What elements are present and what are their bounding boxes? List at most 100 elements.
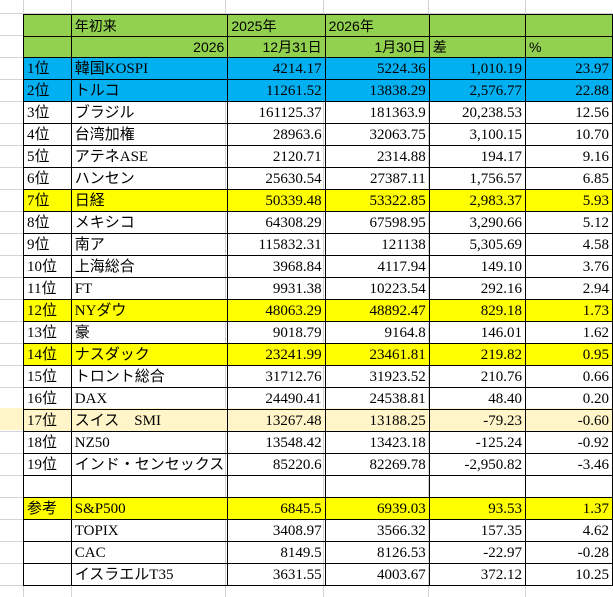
end-value-cell[interactable]: 181363.9 [324, 101, 430, 124]
end-value-cell[interactable]: 13838.29 [324, 79, 430, 102]
start-value-cell[interactable]: 13267.48 [227, 409, 326, 432]
name-cell[interactable]: CAC [70, 541, 229, 564]
diff-cell[interactable]: 5,305.69 [428, 233, 527, 256]
start-value-cell[interactable]: 115832.31 [227, 233, 326, 256]
pct-cell[interactable]: -0.92 [525, 431, 613, 454]
diff-cell[interactable] [428, 475, 527, 498]
end-value-cell[interactable]: 13188.25 [324, 409, 430, 432]
end-value-cell[interactable]: 4003.67 [324, 563, 430, 586]
rank-cell[interactable]: 18位 [23, 431, 72, 454]
name-cell[interactable]: 豪 [70, 321, 229, 344]
pct-cell[interactable]: 9.16 [525, 145, 613, 168]
pct-cell[interactable]: 5.12 [525, 211, 613, 234]
start-value-cell[interactable]: 64308.29 [227, 211, 326, 234]
name-cell[interactable]: DAX [70, 387, 229, 410]
pct-cell[interactable]: 1.37 [525, 497, 613, 520]
name-cell[interactable]: 上海総合 [70, 255, 229, 278]
header-cell[interactable] [23, 36, 72, 58]
start-value-cell[interactable]: 50339.48 [227, 189, 326, 212]
end-value-cell[interactable]: 53322.85 [324, 189, 430, 212]
diff-cell[interactable]: 292.16 [428, 277, 527, 300]
end-value-cell[interactable]: 32063.75 [324, 123, 430, 146]
pct-cell[interactable]: 6.85 [525, 167, 613, 190]
start-value-cell[interactable]: 3631.55 [227, 563, 326, 586]
name-cell[interactable] [70, 475, 229, 498]
end-value-cell[interactable]: 24538.81 [324, 387, 430, 410]
name-cell[interactable]: アテネASE [70, 145, 229, 168]
start-value-cell[interactable]: 28963.6 [227, 123, 326, 146]
diff-cell[interactable]: 157.35 [428, 519, 527, 542]
diff-cell[interactable]: 3,100.15 [428, 123, 527, 146]
pct-cell[interactable]: -0.28 [525, 541, 613, 564]
end-value-cell[interactable]: 82269.78 [324, 453, 430, 476]
rank-cell[interactable]: 12位 [23, 299, 72, 322]
name-cell[interactable]: 日経 [70, 189, 229, 212]
name-cell[interactable]: NYダウ [70, 299, 229, 322]
rank-cell[interactable]: 19位 [23, 453, 72, 476]
start-value-cell[interactable]: 3968.84 [227, 255, 326, 278]
start-value-cell[interactable]: 9018.79 [227, 321, 326, 344]
name-cell[interactable]: FT [70, 277, 229, 300]
start-value-cell[interactable]: 31712.76 [227, 365, 326, 388]
pct-cell[interactable]: 0.20 [525, 387, 613, 410]
rank-cell[interactable]: 参考 [23, 497, 72, 520]
rank-cell[interactable]: 7位 [23, 189, 72, 212]
end-value-cell[interactable]: 27387.11 [324, 167, 430, 190]
name-cell[interactable]: NZ50 [70, 431, 229, 454]
header-diff[interactable]: 差 [428, 36, 527, 58]
diff-cell[interactable]: 20,238.53 [428, 101, 527, 124]
rank-cell[interactable]: 16位 [23, 387, 72, 410]
rank-cell[interactable]: 3位 [23, 101, 72, 124]
rank-cell[interactable]: 13位 [23, 321, 72, 344]
end-value-cell[interactable] [324, 475, 430, 498]
diff-cell[interactable]: 48.40 [428, 387, 527, 410]
name-cell[interactable]: インド・センセックス [70, 453, 229, 476]
header-pct[interactable]: % [525, 36, 613, 58]
pct-cell[interactable]: 23.97 [525, 57, 613, 80]
end-value-cell[interactable]: 8126.53 [324, 541, 430, 564]
rank-cell[interactable]: 8位 [23, 211, 72, 234]
diff-cell[interactable]: -22.97 [428, 541, 527, 564]
diff-cell[interactable]: 372.12 [428, 563, 527, 586]
diff-cell[interactable]: 2,983.37 [428, 189, 527, 212]
name-cell[interactable]: メキシコ [70, 211, 229, 234]
rank-cell[interactable] [23, 519, 72, 542]
pct-cell[interactable]: 4.62 [525, 519, 613, 542]
start-value-cell[interactable]: 13548.42 [227, 431, 326, 454]
end-value-cell[interactable]: 3566.32 [324, 519, 430, 542]
name-cell[interactable]: S&P500 [70, 497, 229, 520]
start-value-cell[interactable]: 11261.52 [227, 79, 326, 102]
header-start-year[interactable]: 2025年 [227, 14, 326, 37]
end-value-cell[interactable]: 121138 [324, 233, 430, 256]
name-cell[interactable]: 台湾加権 [70, 123, 229, 146]
name-cell[interactable]: トルコ [70, 79, 229, 102]
diff-cell[interactable]: 2,576.77 [428, 79, 527, 102]
pct-cell[interactable]: 0.95 [525, 343, 613, 366]
end-value-cell[interactable]: 48892.47 [324, 299, 430, 322]
name-cell[interactable]: 韓国KOSPI [70, 57, 229, 80]
name-cell[interactable]: ブラジル [70, 101, 229, 124]
name-cell[interactable]: TOPIX [70, 519, 229, 542]
pct-cell[interactable]: 0.66 [525, 365, 613, 388]
pct-cell[interactable]: 4.58 [525, 233, 613, 256]
pct-cell[interactable]: 12.56 [525, 101, 613, 124]
name-cell[interactable]: 南ア [70, 233, 229, 256]
rank-cell[interactable]: 5位 [23, 145, 72, 168]
header-cell[interactable] [428, 14, 527, 37]
header-end-year[interactable]: 2026年 [324, 14, 430, 37]
rank-cell[interactable]: 9位 [23, 233, 72, 256]
rank-cell[interactable]: 17位 [23, 409, 72, 432]
rank-cell[interactable] [23, 563, 72, 586]
start-value-cell[interactable]: 9931.38 [227, 277, 326, 300]
pct-cell[interactable]: 5.93 [525, 189, 613, 212]
header-title[interactable]: 年初来 [70, 14, 229, 37]
name-cell[interactable]: ハンセン [70, 167, 229, 190]
diff-cell[interactable]: 1,010.19 [428, 57, 527, 80]
rank-cell[interactable]: 11位 [23, 277, 72, 300]
start-value-cell[interactable]: 85220.6 [227, 453, 326, 476]
diff-cell[interactable]: 194.17 [428, 145, 527, 168]
start-value-cell[interactable]: 24490.41 [227, 387, 326, 410]
end-value-cell[interactable]: 5224.36 [324, 57, 430, 80]
end-value-cell[interactable]: 10223.54 [324, 277, 430, 300]
rank-cell[interactable]: 15位 [23, 365, 72, 388]
